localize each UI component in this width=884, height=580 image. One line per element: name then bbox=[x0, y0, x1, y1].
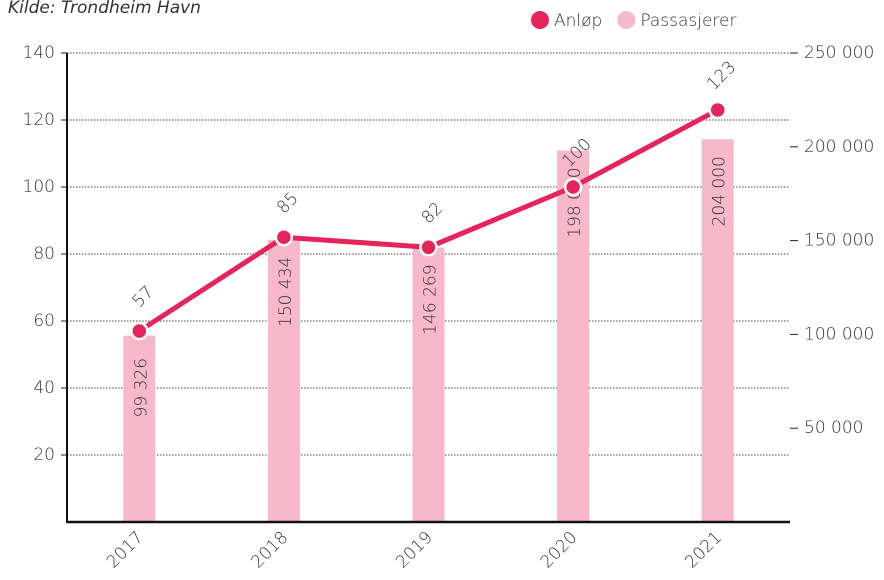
bar-value-label: 198 000 bbox=[565, 167, 585, 237]
chart-subtitle: Kilde: Trondheim Havn bbox=[8, 0, 201, 18]
line-point bbox=[563, 177, 583, 197]
line-point bbox=[130, 321, 149, 341]
x-tick-label: 2017 bbox=[103, 528, 148, 573]
y2-tick-label: 200 000 bbox=[804, 137, 874, 157]
line-point bbox=[274, 228, 294, 247]
legend-label: Passasjerer bbox=[640, 11, 736, 31]
y-tick-label: 40 bbox=[33, 378, 55, 398]
y-tick-label: 20 bbox=[33, 445, 55, 465]
y-tick-label: 60 bbox=[33, 311, 55, 331]
y2-tick-label: 250 000 bbox=[804, 43, 874, 63]
bar-value-label: 99 326 bbox=[131, 358, 151, 417]
bar bbox=[267, 239, 300, 522]
y2-tick-label: 150 000 bbox=[804, 231, 874, 251]
x-tick-label: 2021 bbox=[681, 528, 726, 573]
y-tick-label: 100 bbox=[23, 177, 55, 197]
legend-label: Anløp bbox=[554, 11, 602, 31]
y-tick-label: 140 bbox=[23, 43, 55, 63]
line-value-label: 82 bbox=[418, 199, 447, 228]
bar-value-label: 150 434 bbox=[276, 257, 296, 327]
y2-tick-label: 100 000 bbox=[804, 324, 874, 344]
x-tick-label: 2019 bbox=[392, 528, 437, 573]
line-point bbox=[419, 238, 438, 257]
bar bbox=[412, 247, 445, 522]
y-tick-label: 80 bbox=[33, 244, 55, 264]
bar bbox=[123, 335, 156, 522]
line-value-label: 85 bbox=[273, 189, 302, 218]
legend-swatch bbox=[617, 11, 636, 29]
line-value-label: 57 bbox=[129, 282, 158, 311]
bar-value-label: 204 000 bbox=[710, 156, 730, 226]
y-tick-label: 120 bbox=[23, 110, 55, 130]
bar-value-label: 146 269 bbox=[421, 264, 441, 334]
x-tick-label: 2020 bbox=[537, 528, 582, 573]
x-tick-label: 2018 bbox=[248, 528, 293, 573]
y2-tick-label: 50 000 bbox=[804, 418, 863, 438]
legend-swatch bbox=[531, 11, 549, 29]
line-point bbox=[708, 100, 727, 120]
bar bbox=[701, 139, 734, 522]
bar bbox=[557, 150, 590, 522]
line-value-label: 123 bbox=[703, 57, 740, 94]
